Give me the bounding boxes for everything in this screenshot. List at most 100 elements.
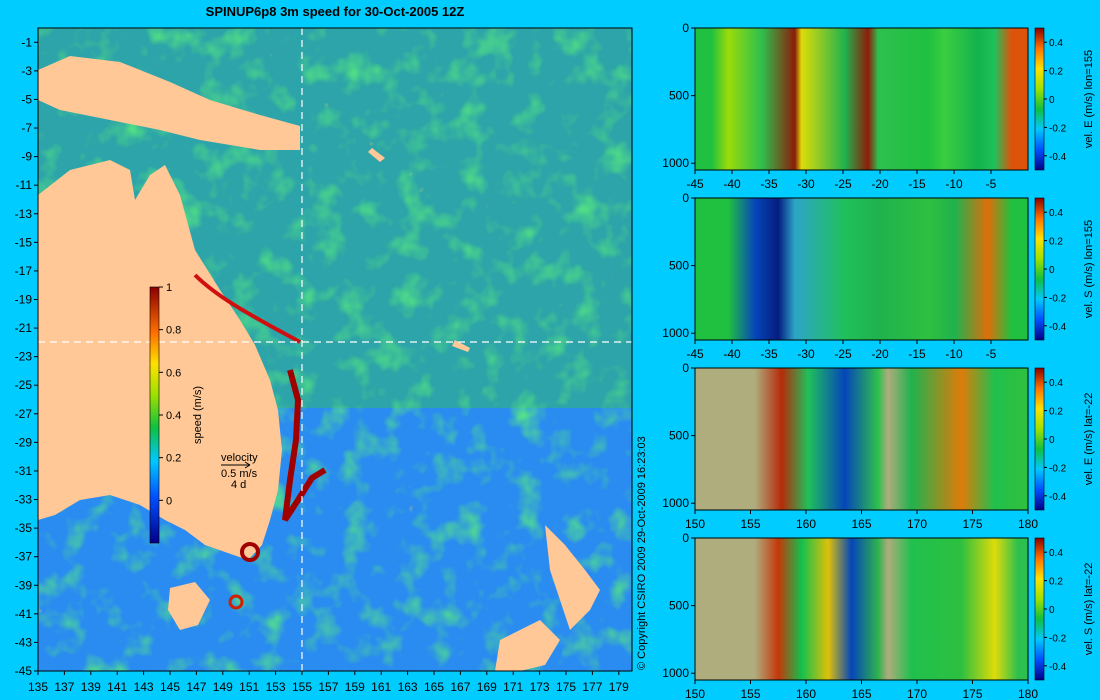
- east-australian-current: [282, 369, 327, 522]
- section-x-tick-label: -20: [871, 177, 889, 191]
- section-colorbar-tick-label: -0.4: [1049, 322, 1067, 333]
- map-x-tick-label: 179: [609, 680, 629, 694]
- section-x-tick-label: 150: [685, 687, 705, 700]
- section-colorbar-label: vel. E (m/s) lat=-22: [1083, 393, 1095, 486]
- section-x-tick-label: -45: [686, 347, 704, 361]
- map-y-tick-label: -45: [15, 664, 33, 678]
- map-y-tick-label: -29: [15, 435, 33, 449]
- map-y-tick-label: -9: [21, 150, 32, 164]
- section-x-tick-label: -30: [797, 347, 815, 361]
- speed-colorbar: [149, 286, 160, 544]
- section-colorbar-tick-label: -0.4: [1049, 152, 1067, 163]
- section-x-tick-label: -25: [834, 177, 852, 191]
- velocity-key-label: velocity: [221, 452, 258, 464]
- section-y-tick-label: 1000: [662, 156, 689, 170]
- section-x-tick-label: -30: [797, 177, 815, 191]
- colorbar-tick-label: 0: [166, 495, 172, 507]
- section-x-tick-label: 180: [1018, 687, 1038, 700]
- section-x-tick-label: -35: [760, 347, 778, 361]
- map-y-tick-label: -1: [21, 35, 32, 49]
- section-y-tick-label: 1000: [662, 326, 689, 340]
- section-colorbar-tick-label: 0: [1049, 605, 1055, 616]
- section-y-tick-label: 1000: [662, 666, 689, 680]
- map-x-tick-label: 153: [266, 680, 286, 694]
- section-panel-3: 150 155 160 165 170 175 180 0 500 1000 0.4 0.2 0 -0.2…: [650, 358, 1100, 533]
- section-panel-4: 150 155 160 165 170 175 180 0 500 1000 0.4 0.2 0 -0.2…: [650, 528, 1100, 700]
- section-colorbar-tick-label: -0.4: [1049, 492, 1067, 503]
- section-colorbar-tick-label: 0.4: [1049, 548, 1063, 559]
- section-panel-2: -45 -40 -35 -30 -25 -20 -15 -10 -5 0 500 1000 0.4 0.2…: [650, 188, 1100, 363]
- section-colorbar-label: vel. S (m/s) lon=155: [1083, 220, 1095, 318]
- map-y-tick-label: -19: [15, 292, 33, 306]
- section-x-tick-label: -45: [686, 177, 704, 191]
- section-y-tick-label: 500: [669, 259, 689, 273]
- section-colorbar: [1034, 27, 1045, 171]
- colorbar-tick-label: 0.8: [166, 325, 181, 337]
- map-x-tick-label: 135: [28, 680, 48, 694]
- section-x-tick-label: -40: [723, 177, 741, 191]
- section-x-tick-label: -5: [986, 177, 997, 191]
- section-x-tick-label: -40: [723, 347, 741, 361]
- section-colorbar-tick-label: 0.4: [1049, 378, 1063, 389]
- credit-text: © Copyright CSIRO 2009 29-Oct-2009 16:23…: [633, 380, 649, 670]
- credit-label: © Copyright CSIRO 2009 29-Oct-2009 16:23…: [636, 436, 648, 670]
- map-x-tick-label: 145: [160, 680, 180, 694]
- section-colorbar-label: vel. S (m/s) lat=-22: [1083, 563, 1095, 656]
- page-title: SPINUP6p8 3m speed for 30-Oct-2005 12Z: [205, 4, 465, 19]
- section-colorbar-tick-label: -0.2: [1049, 123, 1067, 134]
- section-x-tick-label: -35: [760, 177, 778, 191]
- section-y-tick-label: 0: [682, 531, 689, 545]
- section-y-tick-label: 1000: [662, 496, 689, 510]
- section-y-tick-label: 500: [669, 599, 689, 613]
- section-x-tick-label: 170: [907, 687, 927, 700]
- section-x-tick-label: 150: [685, 517, 705, 531]
- map-y-tick-label: -11: [16, 178, 33, 192]
- map-y-tick-label: -33: [15, 493, 33, 507]
- section-x-tick-label: -25: [834, 347, 852, 361]
- map-y-tick-label: -15: [15, 235, 33, 249]
- map-x-tick-label: 147: [186, 680, 206, 694]
- map-x-tick-label: 167: [450, 680, 470, 694]
- section-colorbar-tick-label: 0.2: [1049, 577, 1063, 588]
- map-y-tick-label: -5: [21, 92, 32, 106]
- section-x-tick-label: -5: [986, 347, 997, 361]
- section-colorbar-tick-label: 0.4: [1049, 208, 1063, 219]
- colorbar-tick-label: 0.2: [166, 453, 181, 465]
- section-colorbar-tick-label: -0.4: [1049, 662, 1067, 673]
- section-x-tick-label: 155: [740, 517, 760, 531]
- section-x-tick-label: 180: [1018, 517, 1038, 531]
- colorbar-label: speed (m/s): [192, 386, 204, 444]
- map-y-tick-label: -31: [15, 464, 33, 478]
- map-x-tick-label: 143: [134, 680, 154, 694]
- section-colorbar-tick-label: 0.2: [1049, 407, 1063, 418]
- section-colorbar-tick-label: 0.4: [1049, 38, 1063, 49]
- map-y-tick-label: -27: [15, 407, 33, 421]
- section-x-tick-label: -10: [945, 347, 963, 361]
- map-x-tick-label: 137: [54, 680, 74, 694]
- section-colorbar-tick-label: 0: [1049, 265, 1055, 276]
- map-x-tick-label: 161: [371, 680, 391, 694]
- colorbar-tick-label: 1: [166, 282, 172, 294]
- section-colorbar-tick-label: 0.2: [1049, 237, 1063, 248]
- section-x-tick-label: 155: [740, 687, 760, 700]
- map-x-tick-label: 159: [345, 680, 365, 694]
- section-panel-1: -45 -40 -35 -30 -25 -20 -15 -10 -5 0 500 1000 0.4 0.2…: [650, 18, 1100, 193]
- section-x-tick-label: -10: [945, 177, 963, 191]
- map-x-tick-label: 151: [239, 680, 259, 694]
- colorbar-tick-label: 0.6: [166, 367, 181, 379]
- section-colorbar-label: vel. E (m/s) lon=155: [1083, 50, 1095, 148]
- map-y-tick-label: -37: [15, 550, 33, 564]
- map-y-tick-label: -39: [15, 578, 33, 592]
- land: [38, 56, 600, 671]
- section-colorbar-tick-label: 0: [1049, 435, 1055, 446]
- section-x-tick-label: 175: [962, 687, 982, 700]
- colorbar-tick-label: 0.4: [166, 410, 181, 422]
- map-x-tick-label: 173: [530, 680, 550, 694]
- map-x-tick-label: 171: [503, 680, 523, 694]
- map-x-tick-label: 155: [292, 680, 312, 694]
- map-y-tick-label: -7: [21, 121, 32, 135]
- section-x-tick-label: 170: [907, 517, 927, 531]
- section-y-tick-label: 0: [682, 191, 689, 205]
- map-x-tick-label: 177: [582, 680, 602, 694]
- section-colorbar-tick-label: 0.2: [1049, 67, 1063, 78]
